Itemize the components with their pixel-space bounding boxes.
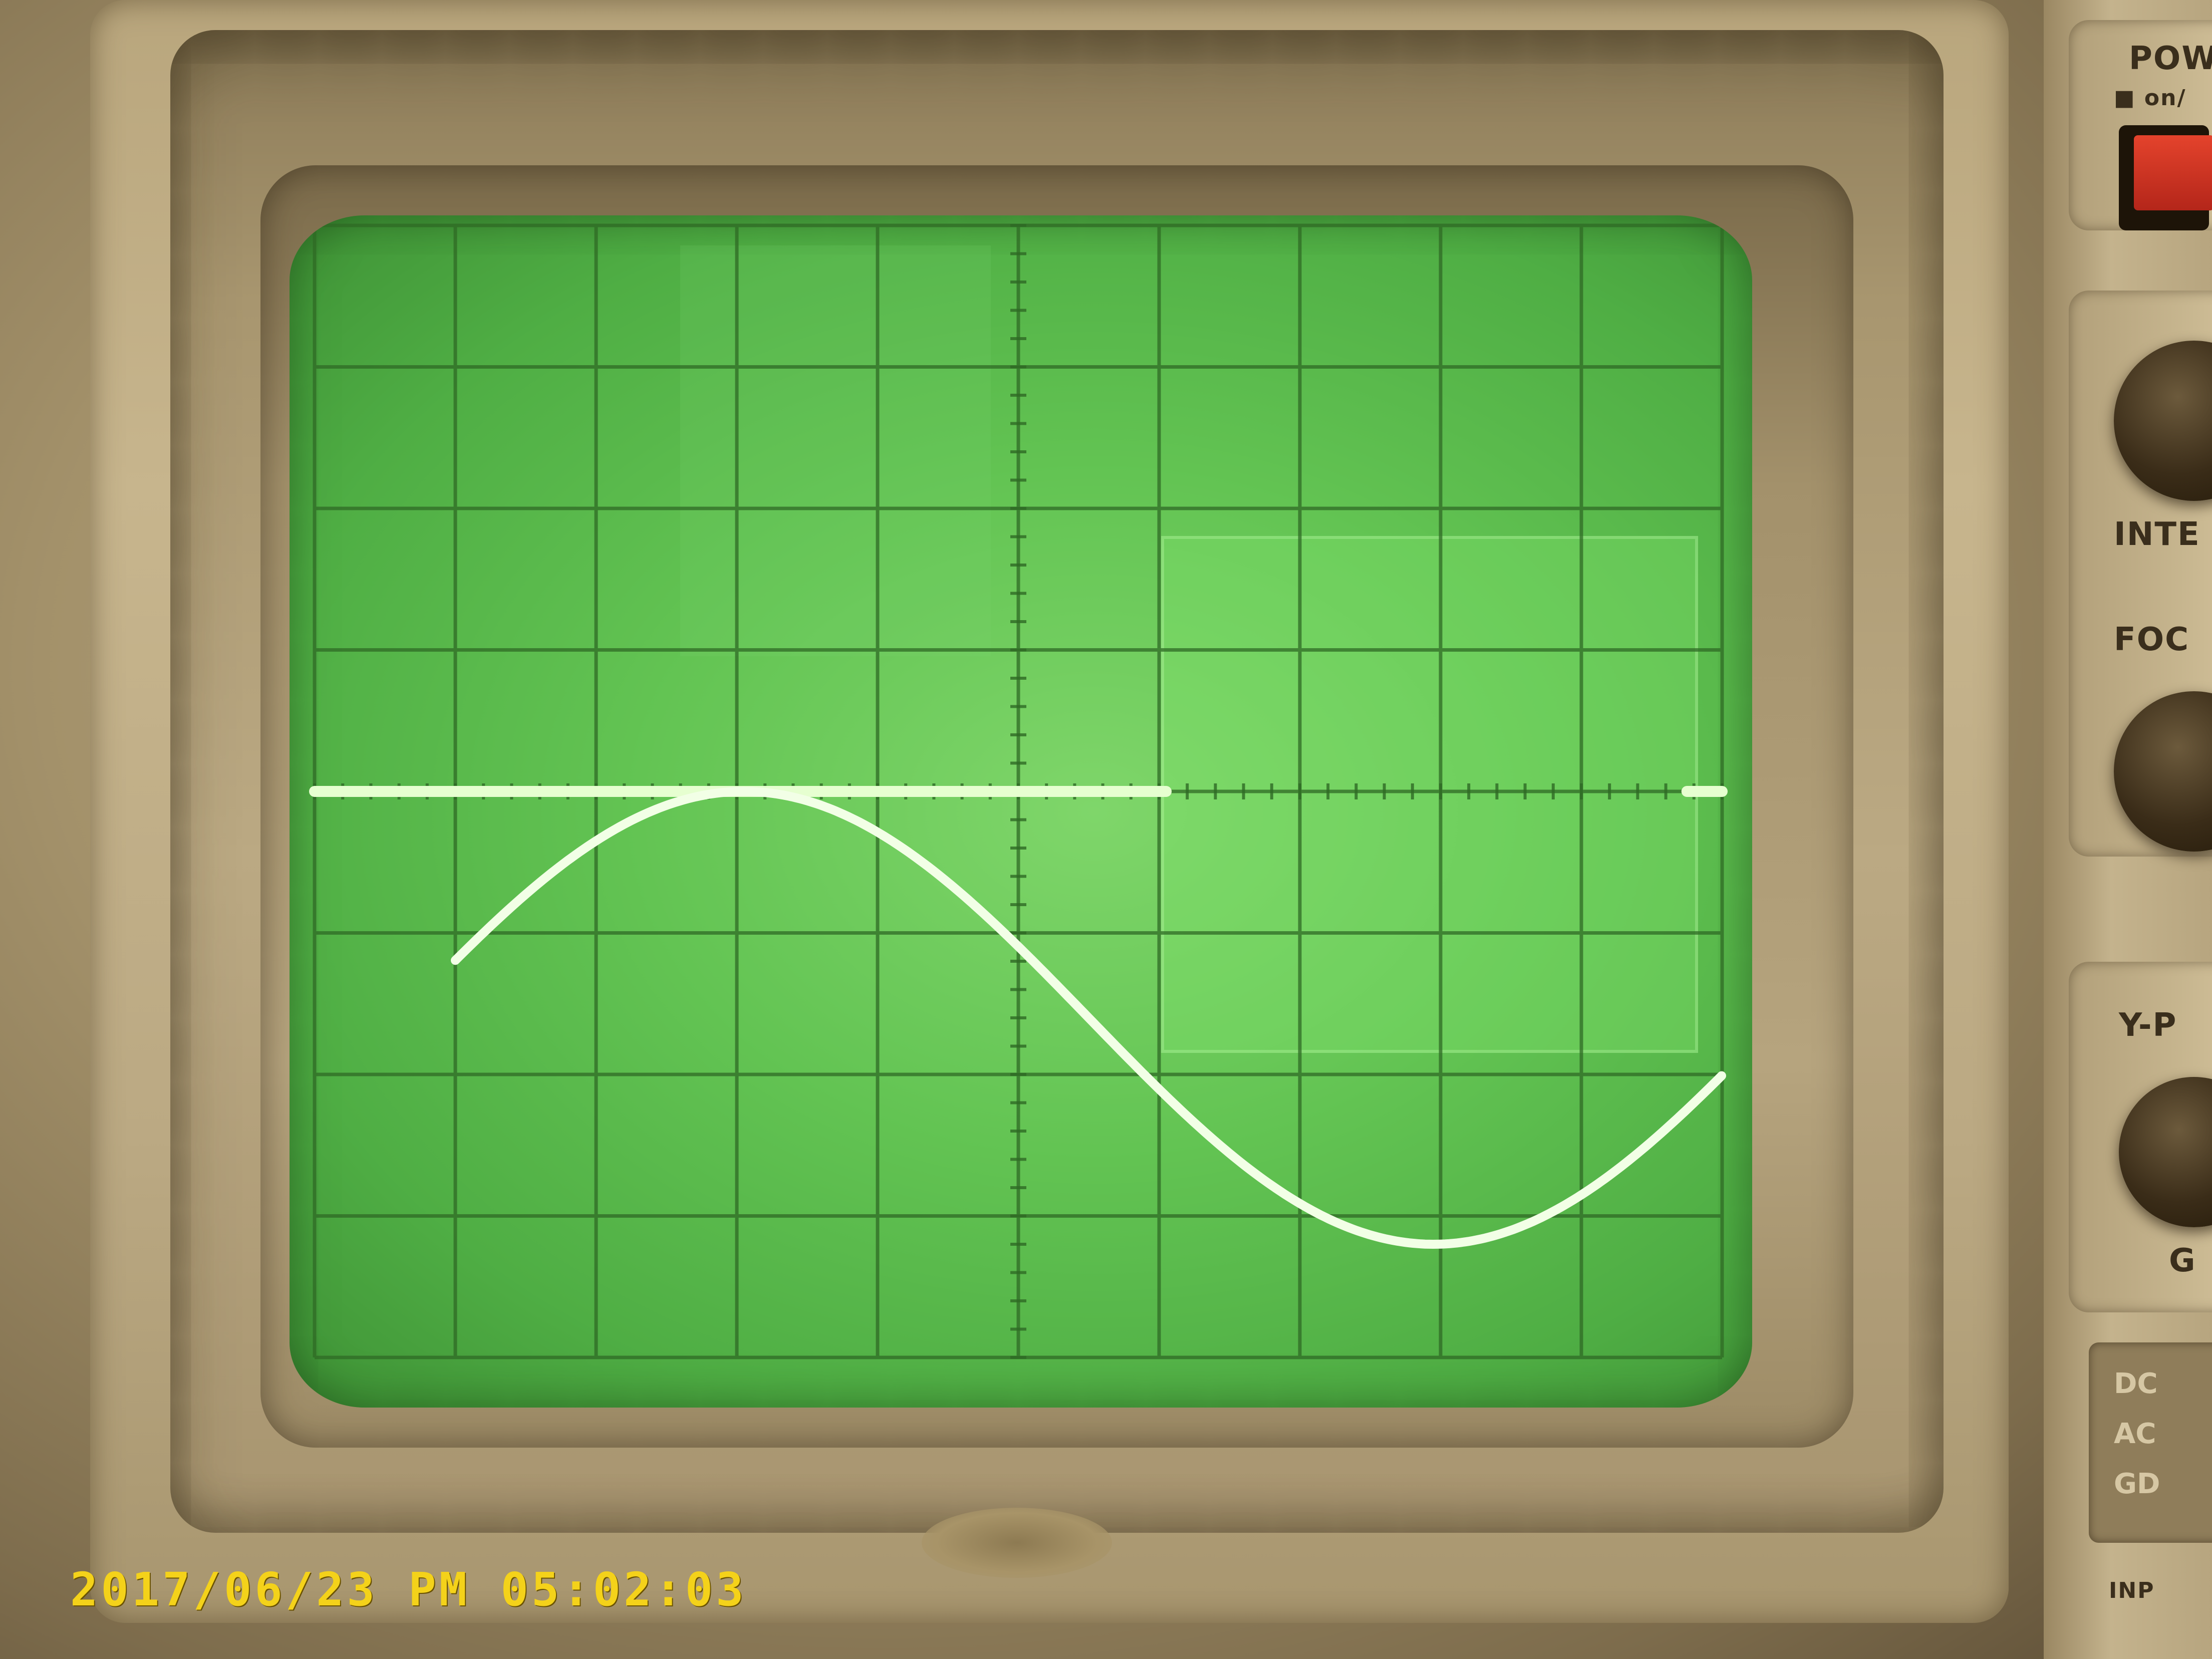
timestamp-overlay: 2017/06/23 PM 05:02:03	[70, 1563, 747, 1616]
power-button[interactable]	[2119, 125, 2212, 230]
crt-screen	[290, 215, 1752, 1408]
coupling-ac-label: AC	[2114, 1418, 2156, 1450]
channel-1-sine-trace	[451, 786, 1726, 1249]
coupling-gd-label: GD	[2114, 1468, 2160, 1500]
power-button-cap	[2134, 135, 2212, 210]
power-section: POW ■ on/	[2069, 20, 2212, 230]
brand-nameplate	[922, 1508, 1112, 1578]
focus-label: FOC	[2114, 621, 2190, 658]
power-sub-label: ■ on/	[2114, 85, 2186, 111]
y-position-knob[interactable]	[2119, 1077, 2212, 1227]
y-position-section: Y-P G	[2069, 962, 2212, 1312]
graticule	[309, 223, 1728, 1359]
input-coupling-switch[interactable]: DC AC GD	[2089, 1342, 2212, 1543]
power-label: POW	[2129, 40, 2212, 77]
glare-reflection	[680, 245, 991, 656]
intensity-focus-section: INTE FOC	[2069, 291, 2212, 857]
intensity-label: INTE	[2114, 516, 2200, 553]
y-position-label: Y-P	[2119, 1007, 2177, 1044]
intensity-knob[interactable]	[2114, 341, 2212, 501]
coupling-dc-label: DC	[2114, 1367, 2158, 1400]
control-panel: POW ■ on/ INTE FOC Y-P G DC AC GD INP	[2044, 0, 2212, 1659]
focus-knob[interactable]	[2114, 691, 2212, 852]
input-label: INP	[2109, 1578, 2155, 1603]
gnd-label: G	[2169, 1242, 2196, 1279]
